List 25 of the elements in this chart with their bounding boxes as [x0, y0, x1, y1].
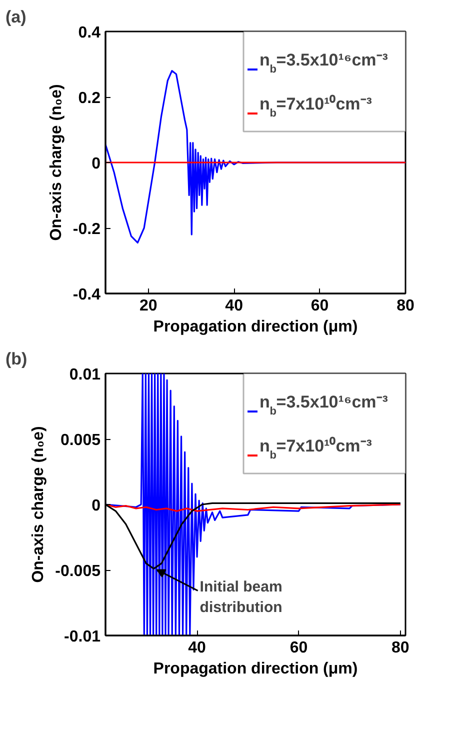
x-tick-label: 80 — [396, 298, 414, 314]
y-tick-label: 0 — [92, 156, 101, 172]
x-tick-label: 40 — [225, 298, 244, 314]
chart-title: (a) — [6, 8, 26, 26]
y-tick-label: 0.4 — [78, 24, 101, 42]
x-tick-label: 40 — [188, 640, 206, 656]
x-tick-label: 60 — [310, 298, 329, 314]
x-tick-label: 60 — [290, 640, 308, 656]
y-tick-label: -0.2 — [72, 221, 101, 238]
annotation: Initial beam distribution — [200, 578, 282, 616]
x-axis-title: Propagation direction (μm) — [153, 318, 358, 336]
y-tick-label: 0.01 — [69, 366, 101, 384]
y-tick-label: 0 — [92, 498, 101, 514]
line-series — [106, 504, 402, 512]
y-tick-label: -0.4 — [72, 286, 101, 304]
y-tick-label: 0.2 — [78, 90, 101, 107]
chart-title: (b) — [6, 350, 28, 368]
x-tick-label: 20 — [139, 298, 158, 314]
y-tick-label: 0.005 — [60, 432, 101, 449]
y-tick-label: -0.01 — [64, 628, 101, 646]
y-tick-label: -0.005 — [55, 563, 101, 580]
y-axis-title: On-axis charge (n₀e) — [48, 84, 65, 241]
y-axis-title: On-axis charge (n₀e) — [30, 426, 48, 583]
x-axis-title: Propagation direction (μm) — [153, 660, 358, 678]
x-tick-label: 80 — [392, 640, 410, 656]
